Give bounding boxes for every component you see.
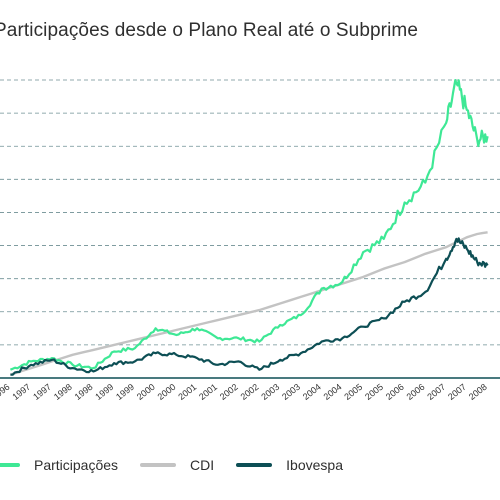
x-tick-label: 2006 (405, 382, 427, 402)
x-tick-label: 1999 (93, 382, 115, 402)
x-tick-label: 1997 (31, 382, 53, 402)
x-tick-label: 1996 (0, 382, 12, 402)
x-tick-label: 2000 (156, 382, 178, 402)
x-tick-label: 1998 (73, 382, 95, 402)
legend-item-cdi: CDI (140, 457, 214, 473)
x-tick-label: 2008 (467, 382, 489, 402)
series-line-participaes (9, 79, 489, 371)
x-tick-label: 2002 (218, 382, 240, 402)
x-tick-label: 1999 (114, 382, 136, 402)
legend-label-ibovespa: Ibovespa (286, 457, 343, 473)
legend-swatch-participacoes (0, 463, 20, 467)
x-tick-label: 2002 (239, 382, 261, 402)
x-tick-label: 2006 (384, 382, 406, 402)
x-tick-label: 1997 (10, 382, 32, 402)
x-tick-label: 2001 (197, 382, 219, 402)
x-tick-label: 2007 (425, 382, 447, 402)
x-tick-label: 2000 (135, 382, 157, 402)
legend-label-cdi: CDI (190, 457, 215, 473)
legend-label-participacoes: Participações (34, 457, 119, 473)
legend-swatch-ibovespa (236, 463, 273, 467)
x-tick-label: 2005 (342, 382, 364, 402)
chart-legend: Participações CDI Ibovespa (0, 457, 365, 473)
legend-swatch-cdi (140, 463, 177, 467)
legend-item-ibovespa: Ibovespa (236, 457, 343, 473)
series-line-ibovespa (10, 237, 489, 376)
x-tick-label: 2003 (280, 382, 302, 402)
x-tick-label: 2003 (259, 382, 281, 402)
legend-item-participacoes: Participações (0, 457, 118, 473)
series-line-cdi (10, 231, 488, 376)
x-tick-label: 1998 (52, 382, 74, 402)
x-tick-label: 2004 (301, 382, 323, 402)
x-tick-label: 2007 (446, 382, 468, 402)
x-tick-label: 2001 (176, 382, 198, 402)
x-tick-label: 2005 (363, 382, 385, 402)
x-tick-label: 2004 (322, 382, 344, 402)
chart-title: Participações desde o Plano Real até o S… (0, 20, 419, 41)
